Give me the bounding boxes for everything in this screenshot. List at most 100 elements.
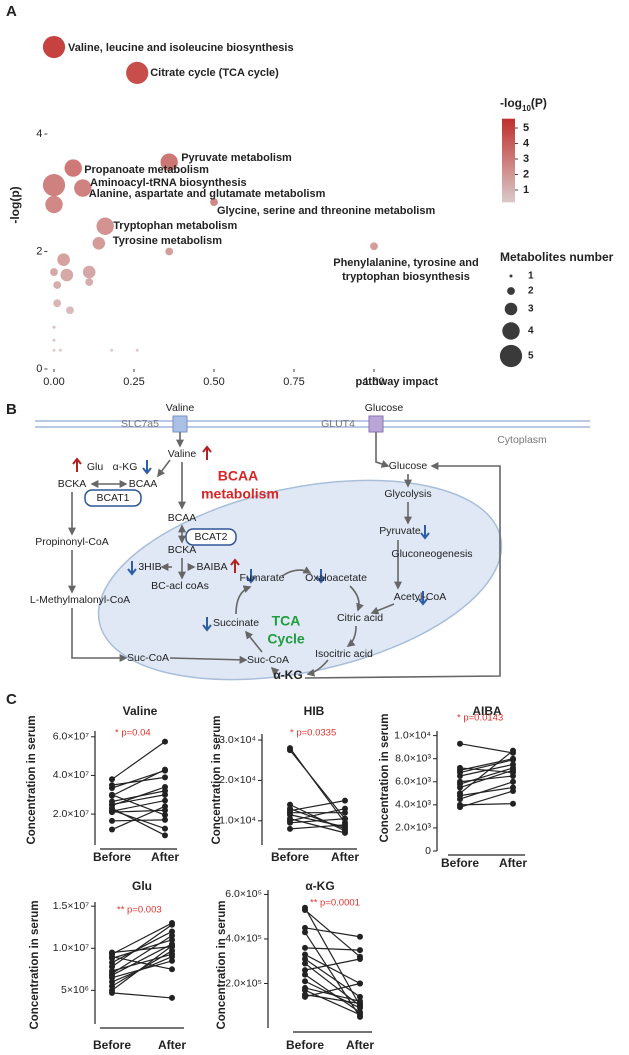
point (457, 764, 463, 771)
point (162, 816, 168, 823)
change-arrows (72, 445, 430, 632)
bubble (165, 247, 174, 256)
bubble (42, 174, 66, 197)
diagram-label: Gluconeogenesis (391, 548, 472, 560)
point-label: Valine, leucine and isoleucine biosynthe… (68, 42, 294, 54)
point (302, 956, 308, 962)
bubble (210, 198, 218, 207)
point (109, 978, 115, 985)
bubble (85, 278, 94, 286)
diagram-label: Glucose (389, 460, 428, 472)
point (357, 933, 363, 940)
diagram-label: BAIBA (197, 561, 228, 573)
point (169, 920, 175, 927)
y-tick-label: 3.0×10⁴ (219, 734, 256, 746)
point (302, 987, 308, 994)
diagram-label: BCAT2 (194, 531, 227, 543)
colorbar-title-part: (P) (531, 96, 547, 110)
pair-line (304, 982, 361, 998)
point-label: Citrate cycle (TCA cycle) (150, 67, 279, 79)
size-legend-label: 4 (528, 326, 534, 337)
point (357, 1004, 363, 1011)
point (162, 774, 168, 781)
y-tick-label: 8.0×10³ (395, 752, 431, 764)
size-legend-key (504, 302, 518, 316)
p-value: * p=0.04 (115, 728, 151, 739)
pair-line (111, 799, 166, 812)
point (510, 769, 516, 776)
point (457, 781, 463, 788)
point (162, 787, 168, 794)
diagram-label: Glucose (365, 402, 404, 414)
pair-line (304, 994, 361, 1005)
colorbar-title: -log10(P) (500, 96, 547, 112)
pair-line (304, 907, 361, 1007)
pathway-diagram (35, 415, 590, 681)
diagram-label: Glycolysis (384, 488, 431, 500)
bubble (52, 348, 56, 352)
x-tick-label: 0.50 (203, 376, 224, 388)
pair-line (111, 776, 166, 786)
point-label: Glycine, serine and threonine metabolism (217, 205, 435, 217)
diagram-label: L-Methylmalonyl-CoA (30, 594, 130, 606)
panel-label: A (6, 3, 17, 20)
point (342, 809, 348, 816)
pair-line (111, 935, 173, 975)
point (510, 800, 516, 807)
point (357, 1011, 363, 1018)
bubble (45, 195, 63, 214)
point (169, 943, 175, 950)
point-label: Tyrosine metabolism (113, 235, 222, 247)
point (109, 987, 115, 994)
x-tick-label: After (151, 850, 179, 864)
diagram-label: Citric acid (337, 612, 383, 624)
y-tick-label: 1.0×10⁴ (219, 815, 256, 827)
size-legend-label: 2 (528, 286, 534, 297)
point (342, 829, 348, 836)
diagram-label: Succinate (213, 617, 259, 629)
point (169, 994, 175, 1001)
point-label: Aminoacyl-tRNA biosynthesis (90, 177, 247, 189)
pair-line (289, 808, 346, 822)
pair-line (304, 909, 361, 958)
bubble (42, 35, 66, 59)
y-tick-label: 1.0×10⁷ (53, 942, 89, 954)
pair-line (459, 767, 514, 774)
diagram-label: SLC7a5 (121, 418, 159, 430)
pair-line (304, 927, 361, 938)
diagram-label: α-KG (113, 461, 138, 473)
x-tick-label: 0.00 (43, 376, 64, 388)
x-tick-label: 0.75 (283, 376, 304, 388)
point (302, 924, 308, 931)
bubble (52, 338, 56, 342)
y-tick-label: 2 (36, 245, 42, 257)
bubble (50, 268, 58, 276)
point (162, 812, 168, 819)
pair-line (289, 818, 346, 824)
pair-line (111, 922, 173, 955)
p-value: ** p=0.0001 (310, 898, 360, 909)
point-label: Propanoate metabolism (84, 164, 209, 176)
size-legend-title: Metabolites number (500, 250, 614, 264)
pair-line (304, 954, 361, 985)
x-tick-label: 0.25 (123, 376, 144, 388)
bubble (74, 179, 92, 197)
y-axis-label: -log(p) (8, 186, 22, 223)
pair-line (111, 930, 173, 964)
diagram-label: BCAT1 (96, 492, 129, 504)
pair-line (111, 790, 166, 803)
pair-line (459, 767, 514, 785)
pair-line (459, 786, 514, 797)
y-tick-label: 4 (36, 128, 42, 140)
colorbar-tick-label: 3 (523, 153, 529, 165)
x-tick-label: 1.00 (363, 376, 384, 388)
bubble (160, 153, 178, 171)
point (109, 826, 115, 833)
pair-line (304, 958, 361, 998)
y-tick-label: 0 (425, 845, 431, 857)
point (169, 951, 175, 958)
point (357, 993, 363, 1000)
pair-line (459, 759, 514, 774)
colorbar (502, 118, 515, 203)
